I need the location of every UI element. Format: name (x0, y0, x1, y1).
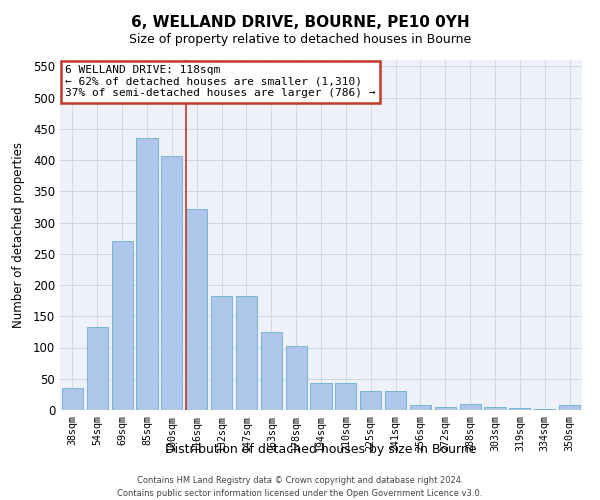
Bar (460, 404, 481, 410)
Text: Contains HM Land Registry data © Crown copyright and database right 2024.
Contai: Contains HM Land Registry data © Crown c… (118, 476, 482, 498)
Bar (435, 407, 456, 410)
Bar (534, 409, 555, 410)
Bar (62, 388, 83, 410)
Bar (112, 242, 133, 410)
Bar (385, 391, 406, 410)
Bar (211, 296, 232, 410)
Bar (360, 391, 381, 410)
Bar (310, 382, 332, 410)
Text: Distribution of detached houses by size in Bourne: Distribution of detached houses by size … (165, 442, 477, 456)
Bar (484, 407, 506, 410)
Bar (136, 138, 158, 410)
Bar (161, 156, 182, 410)
Text: Size of property relative to detached houses in Bourne: Size of property relative to detached ho… (129, 32, 471, 46)
Y-axis label: Number of detached properties: Number of detached properties (11, 142, 25, 328)
Bar (87, 327, 108, 410)
Bar (559, 405, 580, 410)
Text: 6 WELLAND DRIVE: 118sqm
← 62% of detached houses are smaller (1,310)
37% of semi: 6 WELLAND DRIVE: 118sqm ← 62% of detache… (65, 66, 376, 98)
Bar (335, 383, 356, 410)
Bar (261, 332, 282, 410)
Bar (509, 408, 530, 410)
Bar (286, 346, 307, 410)
Bar (410, 405, 431, 410)
Text: 6, WELLAND DRIVE, BOURNE, PE10 0YH: 6, WELLAND DRIVE, BOURNE, PE10 0YH (131, 15, 469, 30)
Bar (186, 209, 207, 410)
Bar (236, 296, 257, 410)
